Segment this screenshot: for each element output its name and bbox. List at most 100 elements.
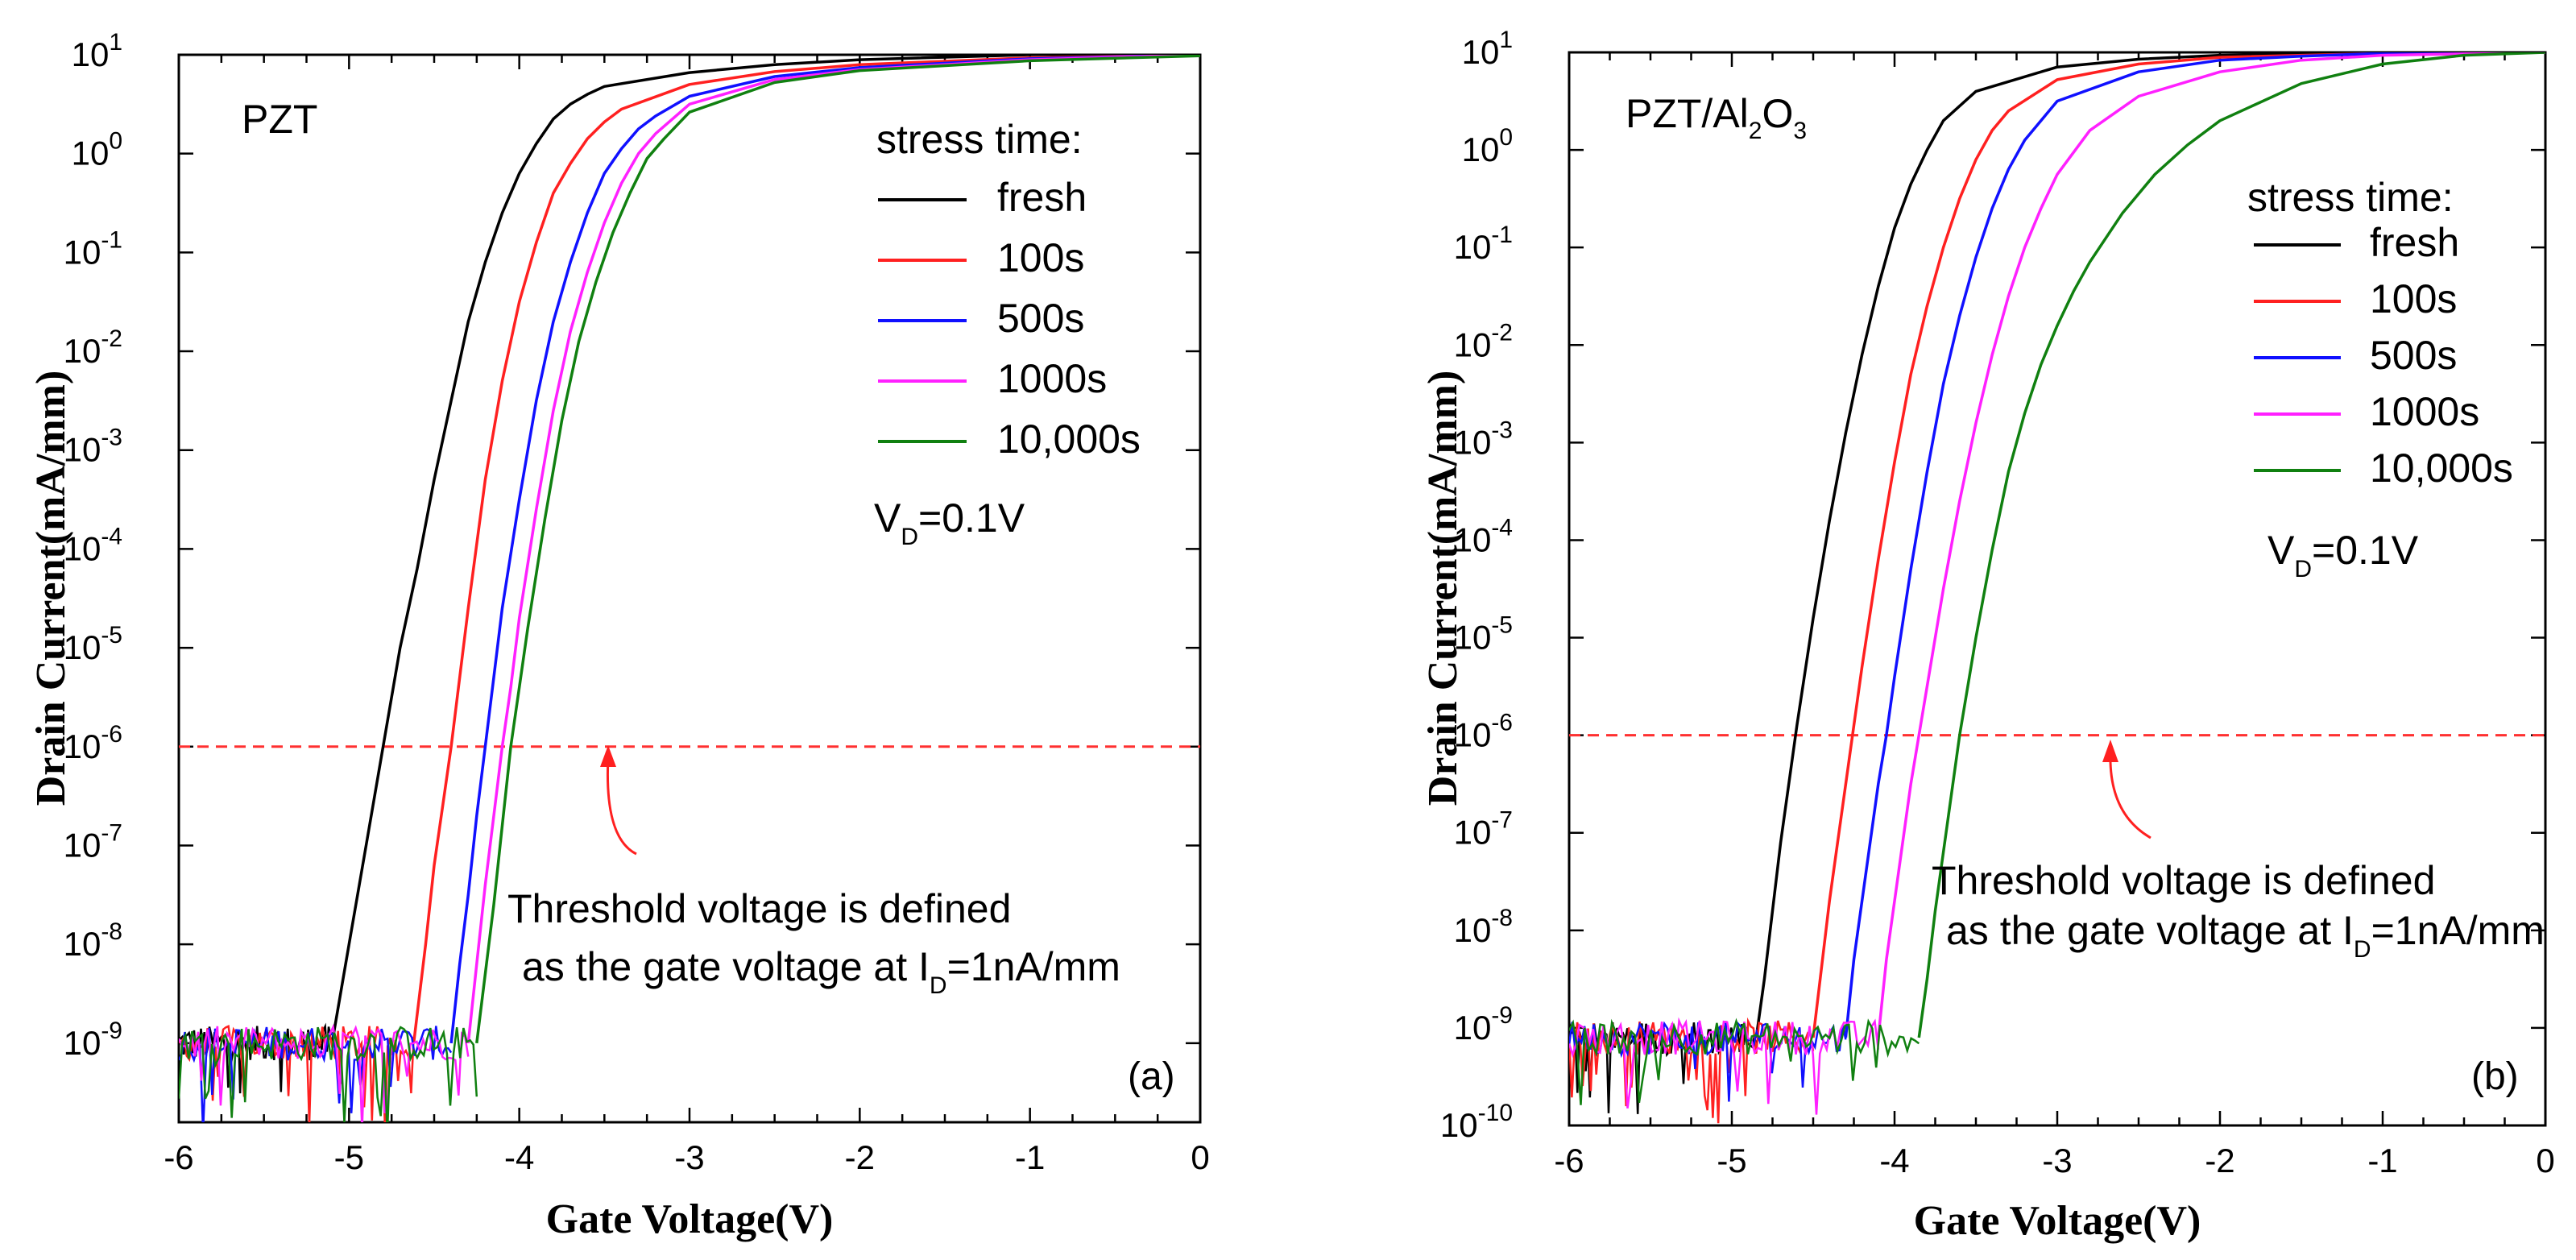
drain-voltage-label: VD=0.1V bbox=[2267, 528, 2419, 582]
legend-entry: 500s bbox=[2370, 333, 2457, 378]
vd-sub: D bbox=[2294, 556, 2312, 582]
x-axis-title: Gate Voltage(V) bbox=[1914, 1198, 2201, 1244]
y-tick-label: 101 bbox=[1462, 27, 1513, 71]
y-tick-label: 10-5 bbox=[1454, 612, 1513, 657]
annotation-arrowhead bbox=[2102, 740, 2118, 762]
vd-prefix: V bbox=[2267, 528, 2295, 573]
y-axis-title: Drain Current(mA/mm) bbox=[1420, 371, 1466, 806]
annotation-line-1: Threshold voltage is defined bbox=[507, 886, 1011, 931]
x-tick-label: 0 bbox=[1191, 1138, 1209, 1176]
x-tick-label: -5 bbox=[1717, 1142, 1746, 1179]
y-tick-labels: 101 100 10-1 10-2 10-3 10-4 10-5 10-6 10-7 10-8 10… bbox=[64, 29, 122, 1062]
y-tick-label: 10-9 bbox=[64, 1018, 122, 1062]
vd-suffix: =0.1V bbox=[2312, 528, 2419, 573]
x-tick-label: -3 bbox=[674, 1138, 704, 1176]
annot-sub: D bbox=[2354, 936, 2371, 963]
annot-suffix: =1nA/mm bbox=[2371, 908, 2545, 953]
y-tick-label: 10-8 bbox=[64, 918, 122, 963]
noise-floor bbox=[1569, 1017, 1920, 1124]
annotation-arrow bbox=[606, 756, 637, 856]
x-tick-label: -4 bbox=[1879, 1142, 1909, 1179]
y-tick-label: 10-3 bbox=[1454, 417, 1513, 461]
legend-title: stress time: bbox=[2247, 175, 2454, 220]
material-label: PZT/Al2O3 bbox=[1626, 91, 1807, 144]
y-tick-labels: 101 100 10-1 10-2 10-3 10-4 10-5 10-6 10-7 10-8 10… bbox=[1440, 27, 1513, 1144]
series-10,000s bbox=[1917, 52, 2545, 1038]
x-tick-label: -5 bbox=[334, 1138, 364, 1176]
legend-entry: fresh bbox=[997, 175, 1087, 220]
material-main: PZT bbox=[242, 97, 317, 142]
annotation-line-1: Threshold voltage is defined bbox=[1932, 858, 2435, 903]
y-tick-label: 10-3 bbox=[64, 425, 122, 469]
x-tick-label: 0 bbox=[2536, 1142, 2554, 1179]
material-mid: O bbox=[1762, 91, 1793, 136]
panel-label: (b) bbox=[2471, 1055, 2519, 1098]
series-lines bbox=[330, 55, 1200, 1044]
y-tick-label: 10-5 bbox=[64, 622, 122, 666]
y-tick-label: 100 bbox=[1462, 124, 1513, 168]
y-tick-label: 10-4 bbox=[1454, 514, 1513, 558]
series-500s bbox=[449, 55, 1200, 1044]
x-tick-label: -1 bbox=[1015, 1138, 1045, 1176]
panel-a: 101 100 10-1 10-2 10-3 10-4 10-5 10-6 10-7 10-8 10… bbox=[28, 29, 1210, 1242]
series-lines bbox=[1754, 52, 2545, 1038]
y-tick-label: 10-8 bbox=[1454, 905, 1513, 949]
panel-label: (a) bbox=[1128, 1055, 1175, 1098]
series-1000s bbox=[466, 55, 1200, 1044]
y-tick-label: 10-10 bbox=[1440, 1100, 1513, 1144]
material-main: PZT/Al bbox=[1626, 91, 1749, 136]
annot-suffix: =1nA/mm bbox=[947, 944, 1120, 989]
legend-entry: 1000s bbox=[2370, 389, 2479, 434]
panel-b: 101 100 10-1 10-2 10-3 10-4 10-5 10-6 10-7 10-8 10… bbox=[1420, 27, 2555, 1244]
x-tick-label: -3 bbox=[2042, 1142, 2072, 1179]
vd-sub: D bbox=[901, 524, 918, 550]
annotation-line-2: as the gate voltage at ID=1nA/mm bbox=[1946, 908, 2545, 963]
series-10,000s bbox=[475, 55, 1200, 1044]
x-tick-label: -2 bbox=[2205, 1142, 2234, 1179]
y-tick-label: 10-9 bbox=[1454, 1002, 1513, 1047]
x-tick-label: -2 bbox=[845, 1138, 875, 1176]
y-tick-label: 100 bbox=[72, 128, 122, 172]
legend-entry: 100s bbox=[2370, 276, 2457, 321]
material-label: PZT bbox=[242, 97, 317, 142]
legend-entry: 500s bbox=[997, 296, 1084, 341]
legend-title: stress time: bbox=[876, 117, 1083, 162]
series-500s bbox=[1844, 52, 2545, 1038]
material-sub2: 3 bbox=[1793, 118, 1807, 144]
y-tick-label: 10-6 bbox=[64, 721, 122, 765]
annotation-arrowhead bbox=[600, 745, 616, 767]
y-axis-title: Drain Current(mA/mm) bbox=[28, 371, 74, 806]
legend: fresh 100s 500s 1000s 10,000s bbox=[878, 175, 1141, 462]
x-tick-labels: -6 -5 -4 -3 -2 -1 0 bbox=[164, 1138, 1209, 1176]
legend-entry: 100s bbox=[997, 235, 1084, 280]
y-tick-label: 10-1 bbox=[64, 226, 122, 271]
vd-prefix: V bbox=[874, 495, 901, 541]
annot-sub: D bbox=[930, 972, 947, 999]
annot-prefix: as the gate voltage at I bbox=[1946, 908, 2354, 953]
noise-1000s bbox=[1569, 1017, 1880, 1115]
annot-prefix: as the gate voltage at I bbox=[522, 944, 930, 989]
drain-voltage-label: VD=0.1V bbox=[874, 495, 1025, 550]
x-tick-labels: -6 -5 -4 -3 -2 -1 0 bbox=[1554, 1142, 2554, 1179]
noise-10,000s bbox=[1569, 1018, 1920, 1105]
y-tick-label: 10-7 bbox=[64, 819, 122, 864]
y-tick-label: 10-2 bbox=[1454, 319, 1513, 363]
series-1000s bbox=[1877, 52, 2545, 1038]
legend: fresh 100s 500s 1000s 10,000s bbox=[2254, 220, 2513, 491]
noise-10,000s bbox=[179, 1026, 478, 1122]
annotation-line-2: as the gate voltage at ID=1nA/mm bbox=[522, 944, 1120, 999]
series-fresh bbox=[1754, 52, 2545, 1038]
axis-ticks bbox=[177, 53, 1202, 1122]
legend-entry: 10,000s bbox=[2370, 446, 2513, 491]
y-tick-label: 10-4 bbox=[64, 523, 122, 567]
series-100s bbox=[1812, 52, 2545, 1038]
legend-entry: 10,000s bbox=[997, 417, 1141, 462]
y-tick-label: 10-7 bbox=[1454, 807, 1513, 852]
vd-suffix: =0.1V bbox=[918, 495, 1025, 541]
x-tick-label: -4 bbox=[504, 1138, 534, 1176]
series-100s bbox=[412, 55, 1200, 1044]
x-tick-label: -6 bbox=[1554, 1142, 1584, 1179]
x-axis-title: Gate Voltage(V) bbox=[546, 1196, 834, 1242]
annotation-arrow bbox=[2109, 752, 2151, 839]
